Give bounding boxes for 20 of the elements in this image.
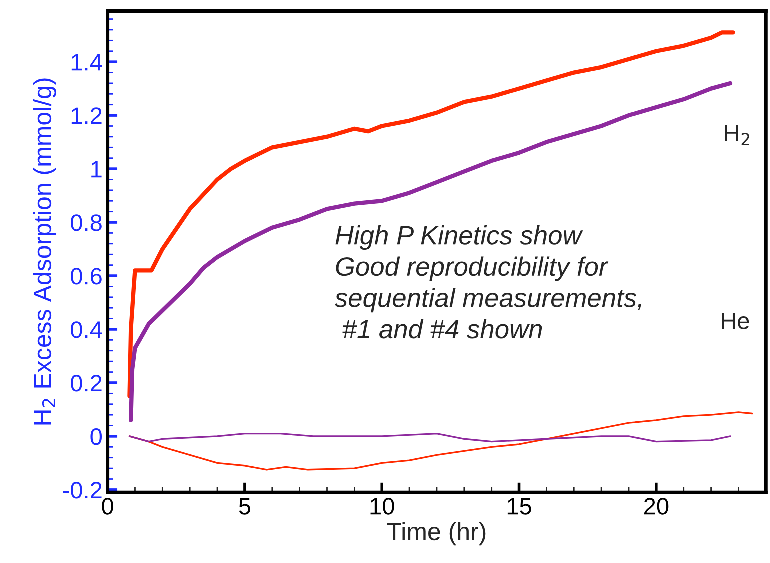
x-axis-title: Time (hr): [387, 522, 486, 546]
y-tick-label: 0: [90, 428, 102, 446]
x-tick-label: 0: [102, 498, 114, 515]
x-tick-label: 20: [644, 498, 669, 515]
y-tick-label: 1.4: [72, 54, 102, 71]
y-tick-label: 1.2: [72, 108, 102, 124]
y-tick-label: 1: [92, 161, 102, 178]
y-tick-label: 0.4: [71, 322, 102, 338]
line-series: [128, 432, 732, 443]
annotation: High P Kinetics show Good reproducibility for sequential measurements, #1 and #4 shown: [334, 225, 642, 339]
y-tick-label: -0.2: [63, 482, 102, 499]
y-axis-title: H$_{2}$ Excess Adsorption (mmol/g): [33, 78, 57, 425]
y-tick-label: 0.2: [71, 375, 102, 392]
x-tick-label: 5: [239, 498, 251, 515]
x-tick-label: 15: [508, 498, 532, 515]
annotation: He: [722, 312, 750, 330]
x-tick-label: 10: [370, 498, 394, 515]
y-tick-label: 0.6: [71, 268, 102, 285]
annotation: H$_{2}$: [725, 125, 750, 146]
y-tick-label: 0.8: [71, 214, 102, 232]
